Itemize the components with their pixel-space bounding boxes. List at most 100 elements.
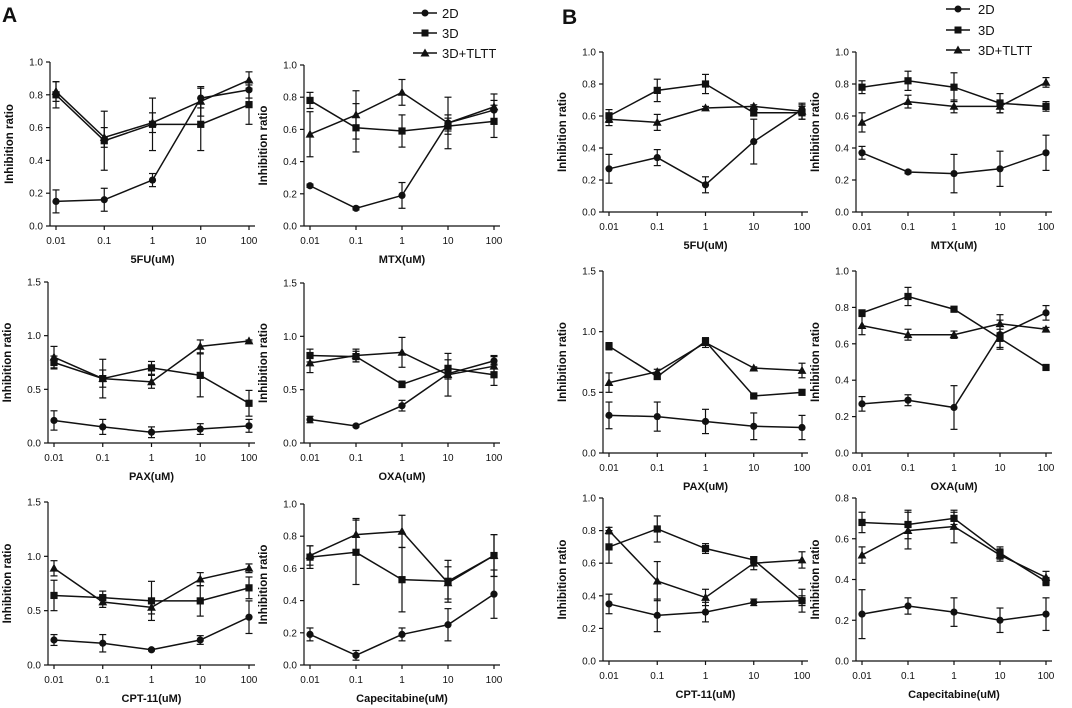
a6-y-axis-label: Inhibition ratio <box>258 545 270 625</box>
a6-series-2d-point <box>352 651 360 659</box>
a1-x-tick-label: 0.1 <box>97 236 111 247</box>
a2-series-3d-tltt-point <box>489 102 499 111</box>
b3-y-tick-label: 1.0 <box>582 327 596 338</box>
a6-x-tick-label: 10 <box>442 675 454 686</box>
a3-series-3d-tltt-point <box>49 352 59 361</box>
a2-series-2d-point <box>398 191 406 200</box>
b3-x-tick-label: 100 <box>794 463 811 474</box>
a4-x-tick-label: 100 <box>486 453 503 464</box>
b3-x-tick-label: 1 <box>703 463 709 474</box>
a4-series-3d-tltt-point <box>305 358 315 367</box>
b2-x-tick-label: 1 <box>951 222 957 233</box>
b3-series-2d-point <box>653 413 661 421</box>
a4-y-tick-label: 1.5 <box>283 279 297 290</box>
a2-series-2d-point <box>352 204 360 212</box>
b6-x-axis-label: Capecitabine(uM) <box>908 689 1000 701</box>
a5-series-3d-tltt <box>49 560 254 615</box>
legend-b-marker-3d <box>954 26 962 34</box>
b4-series-3d <box>858 286 1050 372</box>
a1-series-3d-tltt-point <box>99 132 109 141</box>
b4-y-tick-label: 0.2 <box>835 412 849 423</box>
a6-series-3d-tltt <box>305 514 499 600</box>
a2-series-3d-tltt-point <box>351 110 361 119</box>
a6-series-3d-point <box>352 548 360 556</box>
a2-series-3d-tltt-point <box>397 87 407 96</box>
a3-series-2d <box>50 410 253 439</box>
a2-x-tick-label: 0.01 <box>300 236 320 247</box>
a6-y-tick-label: 0.4 <box>283 596 297 607</box>
legend-a-label-3d-tltt: 3D+TLTT <box>442 46 496 61</box>
b1-series-3d-tltt-point <box>652 117 662 126</box>
legend-b-marker-2d <box>954 5 962 13</box>
a5-series-3d-tltt-point <box>195 574 205 583</box>
b5-series-3d-tltt-point <box>797 555 807 564</box>
a3-series-3d-tltt-point <box>195 341 205 350</box>
a2-x-tick-label: 100 <box>486 236 503 247</box>
b2-series-2d-point <box>904 168 912 176</box>
a2-series-3d-tltt-point <box>305 129 315 138</box>
a1-x-tick-label: 0.01 <box>46 236 66 247</box>
b6-series-2d-point <box>1042 610 1050 618</box>
b5-series-3d-tltt-point <box>749 558 759 567</box>
chart-panel-a6: 0.0 0.2 0.4 0.6 0.8 1.0 0.01 0.1 1 10 100 Capecitab… <box>258 500 503 706</box>
a6-y-tick-label: 0.2 <box>283 628 297 639</box>
a3-y-tick-label: 0.0 <box>27 439 41 450</box>
a3-x-tick-label: 1 <box>149 453 155 464</box>
chart-panel-b6: 0.0 0.2 0.4 0.6 0.8 0.01 0.1 1 10 100 Capecitabine… <box>810 494 1055 702</box>
a6-x-tick-label: 1 <box>399 675 405 686</box>
legend-b: 2D 3D 3D+TLTT <box>946 2 1032 58</box>
b3-series-3d-tltt-point <box>701 337 710 346</box>
chart-panel-a1: 0.0 0.2 0.4 0.6 0.8 1.0 0.01 0.1 1 10 100 5FU(uM) In… <box>4 58 258 267</box>
a6-x-tick-label: 100 <box>486 675 503 686</box>
b4-x-tick-label: 100 <box>1038 463 1055 474</box>
a6-series-2d-point <box>306 630 314 639</box>
a4-x-tick-label: 1 <box>399 453 405 464</box>
a3-series-3d-point <box>245 399 253 407</box>
a1-series-3d-tltt-point <box>148 118 157 127</box>
a2-series-3d-tltt-point <box>443 118 453 127</box>
b3-series-2d-point <box>750 422 758 430</box>
b3-series-3d-tltt-point <box>749 363 759 372</box>
a6-series-3d-tltt-point <box>351 529 361 538</box>
b1-series-3d <box>605 73 806 124</box>
b2-x-tick-label: 0.01 <box>852 222 872 233</box>
b4-series-3d-tltt-point <box>903 330 913 339</box>
b2-series-3d-tltt-point <box>1041 77 1051 86</box>
b4-y-tick-label: 0.4 <box>835 376 849 387</box>
a2-series-2d-point <box>306 182 314 190</box>
b5-x-tick-label: 0.01 <box>599 671 619 682</box>
a4-series-3d-tltt-point <box>489 361 499 370</box>
b6-y-tick-label: 0.6 <box>835 534 849 545</box>
a4-x-axis-label: OXA(uM) <box>378 471 425 483</box>
a5-series-3d-point <box>245 584 253 592</box>
b6-series-3d-point <box>858 518 866 527</box>
b5-series-2d-point <box>605 600 613 608</box>
b4-y-tick-label: 0.6 <box>835 339 849 350</box>
legend-a-marker-2d <box>421 9 429 17</box>
b2-series-2d-point <box>858 149 866 157</box>
b1-series-2d-point <box>653 154 661 162</box>
a5-series-3d-tltt-point <box>49 563 59 572</box>
a3-series-2d-point <box>147 428 156 436</box>
a2-x-tick-label: 0.1 <box>349 236 363 247</box>
a6-series-2d-point <box>398 630 406 639</box>
b1-series-3d-tltt-point <box>604 114 614 123</box>
b1-y-tick-label: 0.6 <box>582 112 596 123</box>
b3-series-3d-tltt-line <box>608 341 803 384</box>
a3-series-3d-tltt <box>49 336 254 389</box>
b5-series-3d-tltt <box>604 526 807 607</box>
a5-series-3d-tltt-point <box>244 563 254 572</box>
b2-y-tick-label: 0.6 <box>835 112 849 123</box>
a1-y-tick-label: 1.0 <box>29 58 43 69</box>
b5-y-axis-label: Inhibition ratio <box>557 540 569 620</box>
legend-b-label-2d: 2D <box>978 2 995 17</box>
a4-series-3d-tltt-point <box>443 370 453 379</box>
a3-series-2d-point <box>50 416 58 425</box>
b2-series-2d-point <box>950 170 958 178</box>
b6-series-3d-tltt-point <box>903 526 913 534</box>
b4-series-3d-point <box>1042 363 1050 372</box>
b2-x-tick-label: 10 <box>994 222 1006 233</box>
b5-series-3d-point <box>701 544 710 553</box>
a3-y-tick-label: 1.0 <box>27 331 41 342</box>
a6-x-axis-label: Capecitabine(uM) <box>356 693 448 705</box>
